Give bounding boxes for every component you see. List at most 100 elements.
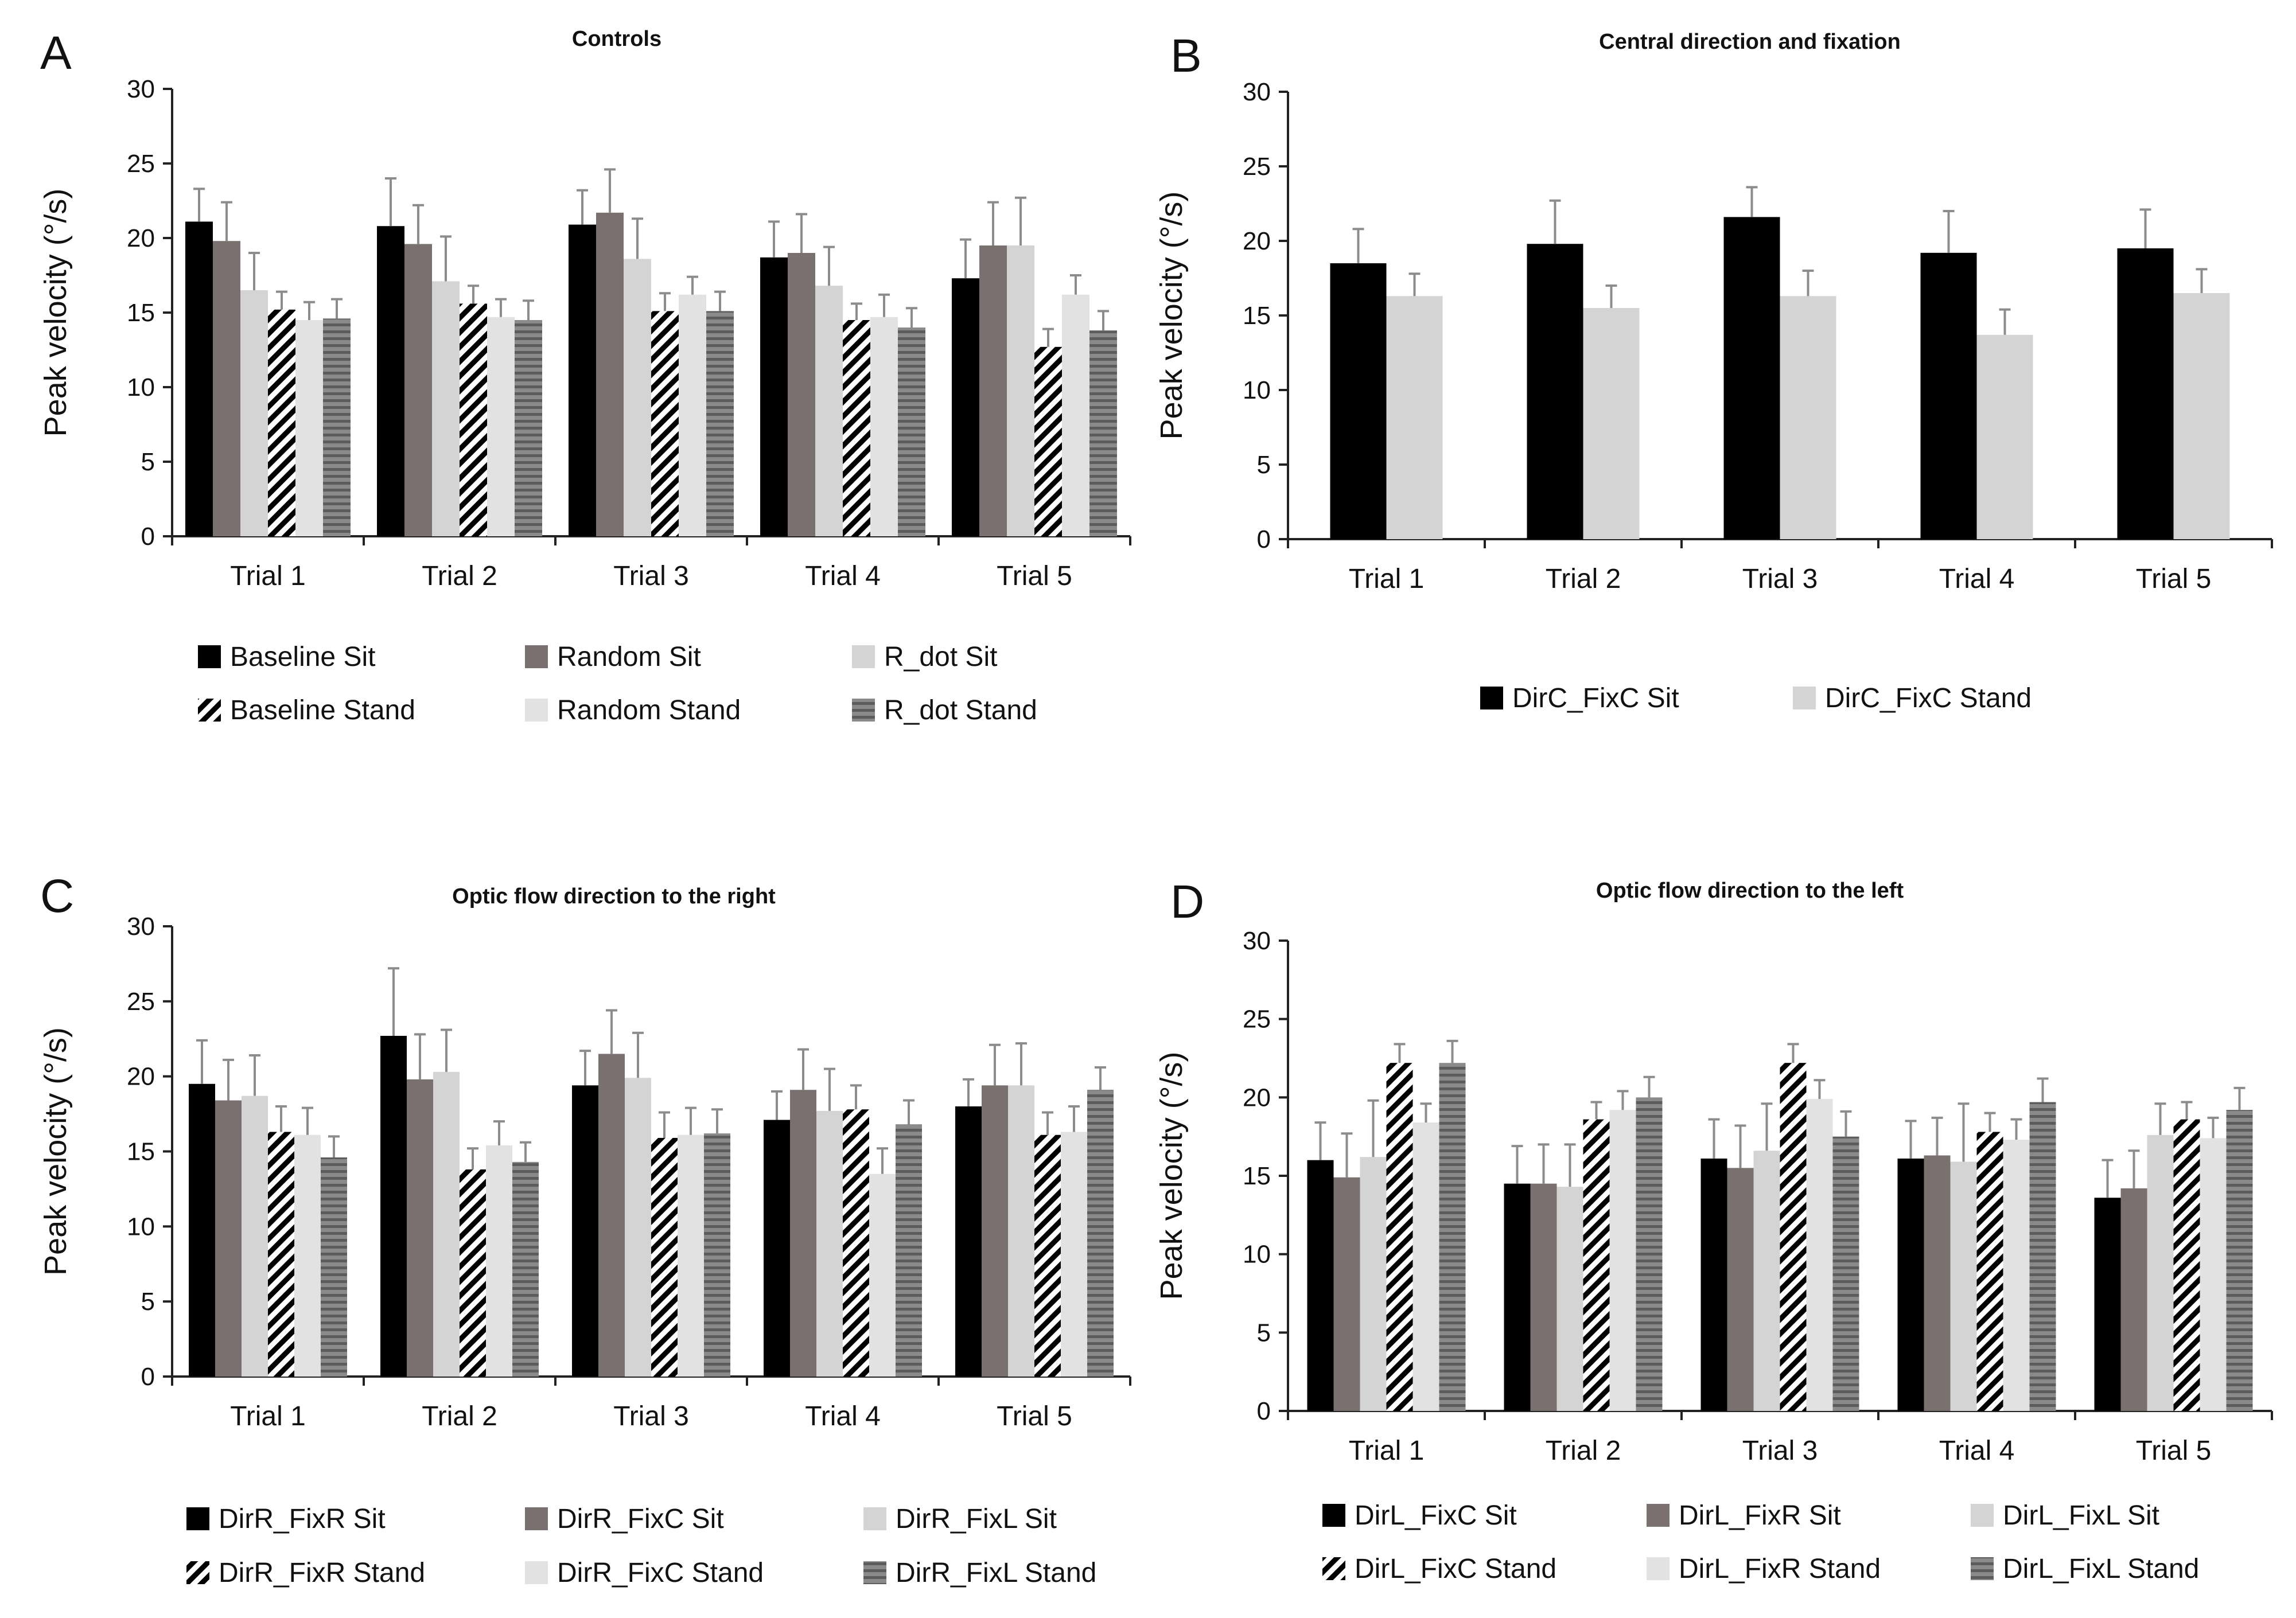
error-bar [1408, 272, 1421, 297]
error-bar [1802, 270, 1814, 297]
bar-r-dot-stand: R_dot Stand — Trial 3: 15.1 [706, 311, 734, 536]
chart-title: Central direction and fixation [1599, 30, 1901, 54]
y-tick-label: 0 [1257, 525, 1271, 553]
category-label: Trial 2 [422, 1401, 497, 1432]
error-bar [987, 201, 999, 245]
bar-dirr-fixc-stand: DirR_FixC Stand — Trial 4: 13.5 [869, 1173, 896, 1377]
chart-title: Controls [572, 27, 661, 51]
category-label: Trial 3 [613, 561, 689, 591]
chart-title: Optic flow direction to the left [1596, 879, 1904, 903]
bar-dirc-fixc-sit: DirC_FixC Sit — Trial 5: 19.5 [2117, 248, 2174, 539]
y-tick-label: 0 [141, 1363, 155, 1391]
error-bar [1341, 1132, 1353, 1178]
error-bar [1984, 1112, 1996, 1132]
y-tick-label: 30 [1243, 78, 1271, 106]
error-bar [249, 1054, 260, 1096]
bar-dirr-fixl-sit: DirR_FixL Sit — Trial 5: 19.4 [1008, 1085, 1034, 1377]
bar-dirl-fixl-sit: DirL_FixL Sit — Trial 3: 16.6 [1753, 1151, 1780, 1411]
error-bar [1840, 1110, 1852, 1137]
category-label: Trial 3 [1742, 564, 1818, 594]
error-bar [520, 1141, 531, 1162]
bar-dirl-fixr-stand: DirL_FixR Stand — Trial 2: 19.2 [1609, 1110, 1636, 1411]
error-bar [2010, 1118, 2022, 1140]
y-tick-label: 30 [1243, 927, 1271, 955]
y-tick-label: 10 [1243, 376, 1271, 404]
legend-label: Random Sit [557, 642, 701, 672]
legend-swatch [1647, 1504, 1670, 1527]
error-bar [1943, 210, 1955, 253]
error-bar [275, 1105, 287, 1132]
bar-random-sit: Random Sit — Trial 5: 19.5 [979, 245, 1007, 536]
legend-swatch [198, 645, 221, 668]
category-label: Trial 1 [230, 561, 306, 591]
error-bar [1605, 284, 1617, 308]
legend-label: DirR_FixR Sit [219, 1504, 386, 1534]
bar-dirl-fixc-stand: DirL_FixC Stand — Trial 5: 18.6 [2173, 1119, 2200, 1411]
bar-dirl-fixc-sit: DirL_FixC Sit — Trial 5: 13.6 [2094, 1198, 2121, 1411]
legend-swatch [1322, 1557, 1345, 1580]
error-bar [467, 1147, 478, 1169]
bar-dirl-fixl-sit: DirL_FixL Sit — Trial 1: 16.2 [1360, 1157, 1387, 1411]
error-bar [1538, 1143, 1550, 1184]
error-bar [1643, 1075, 1655, 1098]
bar-dirr-fixr-sit: DirR_FixR Sit — Trial 5: 18 [955, 1106, 982, 1377]
y-tick-label: 25 [127, 988, 155, 1016]
legend-swatch [852, 645, 875, 668]
y-tick-label: 5 [1257, 451, 1271, 479]
error-bar [824, 1067, 835, 1111]
bar-dirr-fixc-sit: DirR_FixC Sit — Trial 5: 19.4 [982, 1085, 1008, 1377]
bar-dirl-fixl-stand: DirL_FixL Stand — Trial 5: 19.2 [2226, 1110, 2253, 1411]
error-bar [493, 1120, 505, 1146]
error-bar [823, 245, 835, 286]
bar-dirr-fixr-sit: DirR_FixR Sit — Trial 3: 19.4 [572, 1085, 598, 1377]
bar-baseline-sit: Baseline Sit — Trial 3: 20.9 [569, 224, 596, 537]
bar-r-dot-sit: R_dot Sit — Trial 4: 16.8 [815, 286, 843, 536]
y-tick-label: 15 [127, 1138, 155, 1166]
bar-dirr-fixr-stand: DirR_FixR Stand — Trial 3: 15.9 [651, 1137, 678, 1377]
error-bar [1958, 1102, 1970, 1162]
y-tick-label: 0 [141, 523, 155, 551]
bar-r-dot-sit: R_dot Sit — Trial 5: 19.5 [1007, 245, 1034, 536]
error-bar [276, 290, 287, 310]
bar-dirl-fixc-stand: DirL_FixC Stand — Trial 2: 18.6 [1583, 1119, 1610, 1411]
bar-dirc-fixc-sit: DirC_FixC Sit — Trial 3: 21.6 [1723, 217, 1780, 539]
legend-swatch [863, 1561, 886, 1584]
category-label: Trial 4 [805, 561, 881, 591]
bar-dirr-fixl-sit: DirR_FixL Sit — Trial 3: 19.9 [625, 1078, 651, 1377]
legend-label: DirR_FixR Stand [219, 1558, 425, 1588]
bar-dirl-fixr-sit: DirL_FixR Sit — Trial 1: 14.9 [1333, 1177, 1360, 1411]
bar-dirr-fixc-stand: DirR_FixC Stand — Trial 1: 16.1 [294, 1134, 321, 1377]
bar-dirl-fixc-stand: DirL_FixC Stand — Trial 3: 22.2 [1780, 1063, 1807, 1411]
error-bar [851, 302, 862, 320]
legend: DirL_FixC Sit DirL_FixR Sit DirL_FixL Sit D… [1322, 1500, 2199, 1584]
panel-letter: C [40, 870, 74, 922]
error-bar [1098, 310, 1109, 331]
error-bar [2233, 1086, 2246, 1110]
bar-dirc-fixc-stand: DirC_FixC Stand — Trial 5: 16.5 [2173, 293, 2230, 539]
legend: Baseline Sit Random Sit R_dot Sit Baseline … [198, 642, 1037, 726]
bar-dirr-fixl-sit: DirR_FixL Sit — Trial 1: 18.7 [242, 1095, 268, 1377]
error-bar [1999, 308, 2011, 335]
bar-random-stand: Random Stand — Trial 1: 14.5 [295, 320, 323, 536]
bar-dirr-fixl-stand: DirR_FixL Stand — Trial 4: 16.8 [896, 1124, 922, 1377]
error-bar [523, 299, 534, 320]
bar-random-sit: Random Sit — Trial 4: 19 [788, 253, 815, 536]
error-bar [331, 298, 343, 319]
y-tick-label: 20 [127, 1063, 155, 1091]
legend-swatch [863, 1507, 886, 1530]
category-label: Trial 4 [1939, 1436, 2015, 1466]
panel-letter: A [40, 27, 72, 79]
category-label: Trial 1 [1349, 564, 1425, 594]
bar-dirl-fixr-stand: DirL_FixR Stand — Trial 5: 17.4 [2200, 1138, 2227, 1411]
category-label: Trial 5 [2136, 1436, 2212, 1466]
bar-dirl-fixl-stand: DirL_FixL Stand — Trial 1: 22.2 [1439, 1063, 1466, 1411]
bar-dirr-fixc-sit: DirR_FixC Sit — Trial 3: 21.5 [598, 1054, 625, 1377]
error-bar [714, 290, 726, 311]
y-tick-label: 15 [127, 299, 155, 327]
bar-dirl-fixr-sit: DirL_FixR Sit — Trial 4: 16.3 [1924, 1155, 1951, 1411]
bar-random-stand: Random Stand — Trial 5: 16.2 [1062, 294, 1089, 536]
y-tick-label: 10 [127, 1212, 155, 1241]
bar-dirr-fixl-stand: DirR_FixL Stand — Trial 3: 16.2 [704, 1133, 730, 1377]
error-bar [659, 292, 671, 311]
